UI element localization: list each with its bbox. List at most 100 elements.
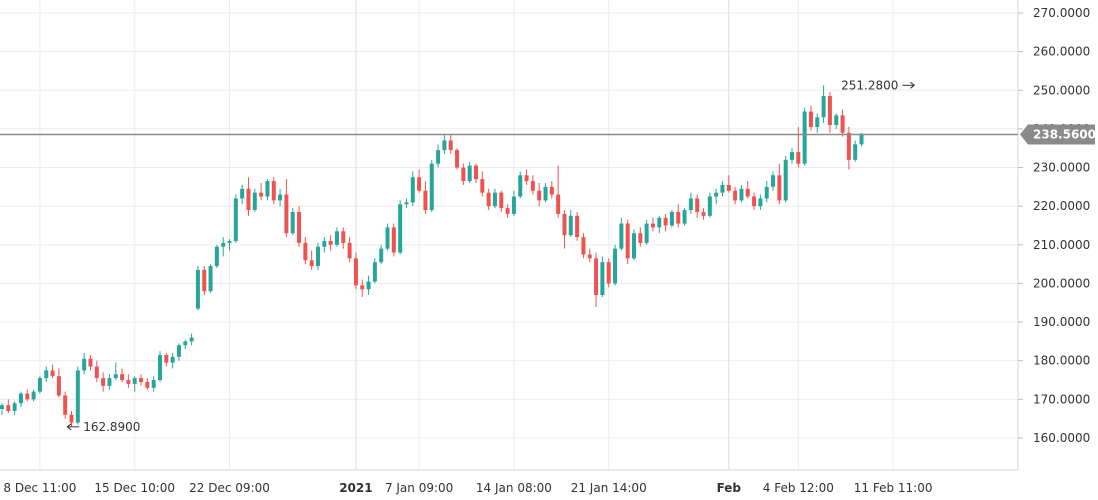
candle-body — [37, 378, 42, 392]
candle-body — [650, 223, 655, 228]
current-price-tag — [1020, 124, 1095, 145]
candle-body — [259, 192, 264, 197]
candle-body — [486, 192, 491, 207]
candle-body — [278, 194, 283, 201]
candle-body — [398, 204, 403, 253]
x-tick-label: 4 Feb 12:00 — [763, 481, 834, 495]
candle-body — [328, 240, 333, 245]
candle-body — [404, 202, 409, 205]
candle-body — [499, 192, 504, 209]
y-tick-label: 220.0000 — [1033, 199, 1090, 213]
candle-body — [758, 198, 763, 207]
candle-body — [511, 196, 516, 214]
y-tick-label: 170.0000 — [1033, 392, 1090, 406]
candle-body — [827, 96, 832, 126]
candle-body — [518, 175, 523, 197]
candle-body — [543, 186, 548, 201]
x-tick-label: 7 Jan 09:00 — [385, 481, 453, 495]
candle-body — [316, 246, 320, 267]
candle-body — [556, 194, 561, 214]
candle-body — [360, 285, 365, 290]
candle-body — [802, 111, 807, 164]
candle-body — [771, 175, 776, 187]
candle-body — [25, 393, 30, 400]
candle-body — [246, 188, 251, 211]
candle-body — [366, 281, 371, 290]
candle-body — [284, 194, 289, 234]
candle-body — [158, 354, 162, 381]
candle-body — [537, 190, 542, 201]
candle-body — [202, 269, 207, 292]
candle-body — [0, 405, 4, 410]
candle-body — [600, 262, 605, 296]
candle-body — [189, 337, 194, 342]
candle-body — [69, 414, 74, 423]
current-price-label: 238.5600 — [1033, 127, 1096, 141]
candle-body — [132, 378, 137, 384]
candle-body — [341, 231, 346, 243]
candle-body — [663, 217, 668, 226]
candle-body — [530, 181, 535, 191]
candle-body — [575, 215, 580, 238]
candle-body — [701, 211, 706, 216]
candle-body — [18, 393, 23, 404]
candle-body — [853, 144, 858, 160]
candle-body — [448, 140, 453, 151]
candle-body — [50, 370, 55, 377]
candle-body — [151, 380, 156, 388]
candle-body — [183, 341, 188, 346]
y-tick-label: 260.0000 — [1033, 45, 1090, 59]
candle-body — [619, 223, 624, 249]
candle-body — [379, 248, 384, 263]
candle-body — [385, 227, 390, 249]
candle-body — [752, 196, 757, 207]
candle-body — [790, 152, 794, 160]
candle-body — [265, 181, 270, 197]
candle-body — [436, 150, 441, 164]
candle-body — [524, 175, 529, 182]
annotation-arrowhead — [66, 423, 72, 431]
annotation-low-label: 162.8900 — [83, 420, 140, 434]
x-tick-label: 22 Dec 09:00 — [189, 481, 270, 495]
candle-body — [347, 242, 352, 259]
candle-body — [113, 374, 118, 379]
candle-body — [94, 366, 99, 379]
candle-body — [594, 258, 599, 296]
candle-body — [423, 190, 428, 211]
candle-body — [297, 211, 302, 243]
candle-body — [56, 376, 61, 396]
candle-body — [669, 211, 674, 226]
candle-body — [252, 192, 257, 211]
candle-body — [126, 380, 131, 384]
candle-body — [303, 242, 308, 261]
candle-body — [796, 152, 801, 164]
candle-body — [638, 233, 643, 243]
candle-body — [549, 186, 554, 195]
candle-body — [764, 186, 769, 199]
candle-body — [632, 233, 636, 259]
candle-body — [707, 196, 712, 216]
x-tick-label: 14 Jan 08:00 — [476, 481, 552, 495]
candle-body — [195, 269, 200, 309]
candle-body — [6, 405, 11, 411]
candle-body — [480, 179, 485, 193]
candle-body — [657, 217, 662, 228]
candle-body — [82, 358, 87, 371]
candle-body — [221, 242, 226, 247]
candle-body — [31, 391, 36, 400]
candle-body — [309, 260, 314, 267]
candle-body — [417, 177, 422, 191]
x-tick-label: 21 Jan 14:00 — [571, 481, 647, 495]
candle-body — [353, 258, 358, 286]
candle-body — [322, 240, 327, 247]
candle-body — [821, 96, 826, 118]
y-tick-label: 190.0000 — [1033, 315, 1090, 329]
candle-body — [644, 223, 649, 243]
candle-body — [682, 210, 687, 224]
candle-body — [290, 211, 295, 234]
candle-body — [688, 198, 693, 211]
candle-body — [227, 240, 232, 243]
candle-body — [442, 140, 447, 151]
